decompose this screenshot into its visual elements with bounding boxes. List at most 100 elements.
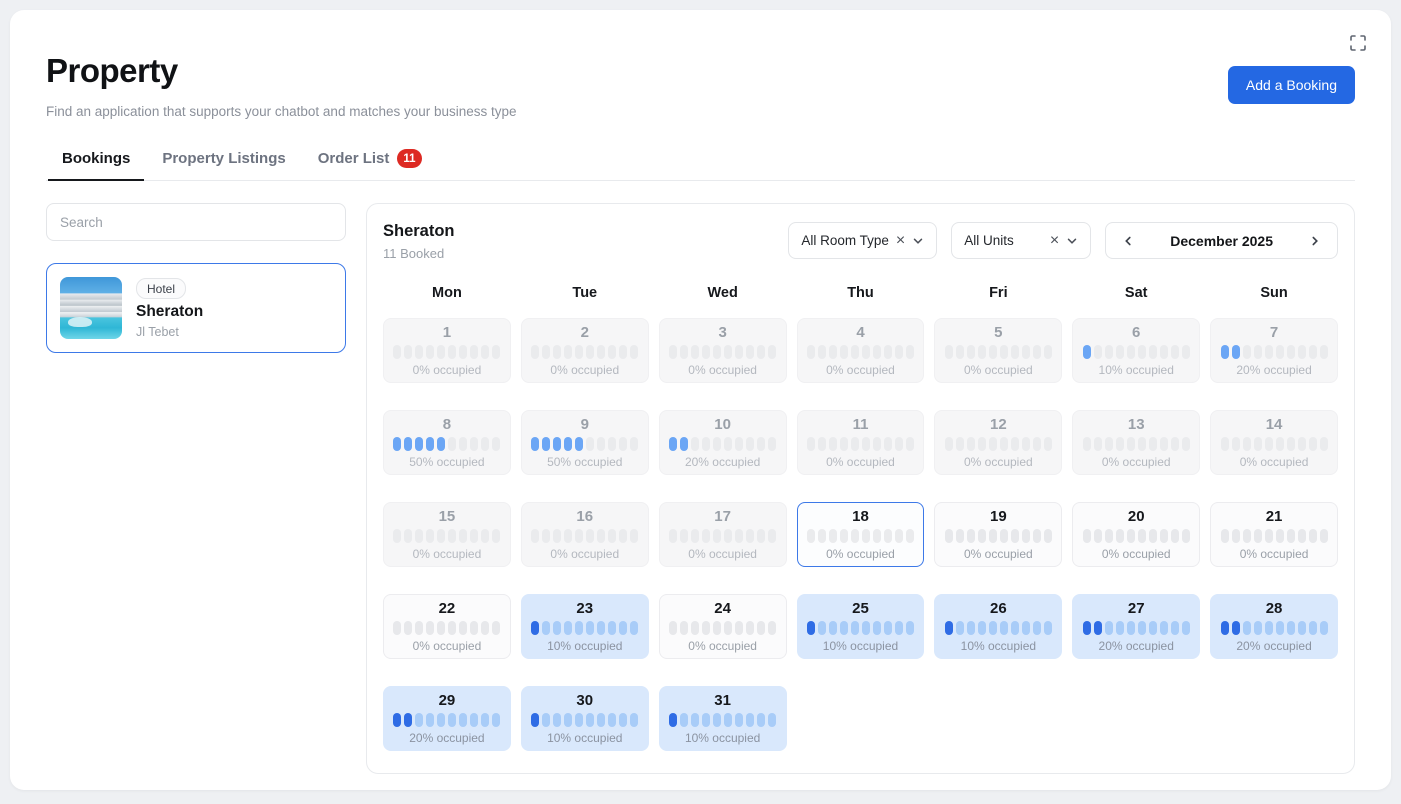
calendar-day-4[interactable]: 4 0% occupied xyxy=(796,318,925,383)
calendar-day-26[interactable]: 26 10% occupied xyxy=(934,594,1063,659)
occupancy-segment xyxy=(1032,345,1041,359)
room-type-filter[interactable]: All Room Type × xyxy=(788,222,938,259)
occupancy-segment xyxy=(669,621,678,635)
calendar-day-29[interactable]: 29 20% occupied xyxy=(383,686,511,751)
occupancy-segment xyxy=(481,713,490,727)
tab-bookings[interactable]: Bookings xyxy=(46,141,146,181)
units-filter-label: All Units xyxy=(964,233,1014,248)
occupancy-segment xyxy=(393,529,402,543)
occupancy-segment xyxy=(597,345,606,359)
occupancy-segment xyxy=(944,345,953,359)
occupancy-segment xyxy=(415,621,424,635)
occupancy-segment xyxy=(1308,345,1317,359)
occupancy-label: 10% occupied xyxy=(684,731,761,745)
fullscreen-icon[interactable] xyxy=(1349,34,1367,52)
occupancy-bar xyxy=(669,713,777,727)
calendar-day-22[interactable]: 22 0% occupied xyxy=(383,594,511,659)
clear-room-type-icon[interactable]: × xyxy=(895,231,906,249)
day-number: 20 xyxy=(1127,508,1145,525)
calendar-day-30[interactable]: 30 10% occupied xyxy=(520,686,649,751)
calendar-day-23[interactable]: 23 10% occupied xyxy=(520,594,649,659)
occupancy-label: 0% occupied xyxy=(963,455,1033,469)
occupancy-bar xyxy=(806,529,914,543)
calendar-day-27[interactable]: 27 20% occupied xyxy=(1072,594,1201,659)
tab-property-listings[interactable]: Property Listings xyxy=(146,141,301,180)
calendar-day-15[interactable]: 15 0% occupied xyxy=(383,502,511,567)
occupancy-segment xyxy=(553,345,562,359)
occupancy-label: 0% occupied xyxy=(688,547,757,561)
calendar-day-31[interactable]: 31 10% occupied xyxy=(658,686,787,751)
calendar-day-14[interactable]: 14 0% occupied xyxy=(1210,410,1338,475)
occupancy-segment xyxy=(955,345,964,359)
calendar-day-2[interactable]: 2 0% occupied xyxy=(520,318,649,383)
weekday-sun: Sun xyxy=(1260,285,1288,301)
calendar-day-21[interactable]: 21 0% occupied xyxy=(1210,502,1338,567)
occupancy-segment xyxy=(470,529,479,543)
occupancy-segment xyxy=(828,345,837,359)
occupancy-segment xyxy=(999,621,1008,635)
property-address: Jl Tebet xyxy=(136,325,179,339)
calendar-day-13[interactable]: 13 0% occupied xyxy=(1072,410,1201,475)
occupancy-segment xyxy=(817,437,826,451)
occupancy-segment xyxy=(735,345,744,359)
occupancy-segment xyxy=(713,437,722,451)
occupancy-segment xyxy=(404,437,413,451)
chevron-down-icon xyxy=(1068,238,1077,244)
occupancy-segment xyxy=(691,345,700,359)
calendar-day-7[interactable]: 7 20% occupied xyxy=(1210,318,1338,383)
calendar-day-18[interactable]: 18 0% occupied xyxy=(796,502,925,567)
calendar-day-20[interactable]: 20 0% occupied xyxy=(1072,502,1201,567)
occupancy-label: 0% occupied xyxy=(412,363,482,377)
occupancy-segment xyxy=(894,437,903,451)
calendar-day-16[interactable]: 16 0% occupied xyxy=(520,502,649,567)
calendar-day-9[interactable]: 9 50% occupied xyxy=(520,410,649,475)
calendar-day-5[interactable]: 5 0% occupied xyxy=(934,318,1063,383)
next-month-button[interactable] xyxy=(1299,231,1331,251)
calendar-day-1[interactable]: 1 0% occupied xyxy=(383,318,511,383)
calendar-day-8[interactable]: 8 50% occupied xyxy=(383,410,511,475)
units-filter[interactable]: All Units × xyxy=(951,222,1092,259)
occupancy-segment xyxy=(966,437,975,451)
calendar-day-11[interactable]: 11 0% occupied xyxy=(796,410,925,475)
occupancy-segment xyxy=(404,713,413,727)
property-card-sheraton[interactable]: Hotel Sheraton Jl Tebet xyxy=(46,263,346,353)
add-booking-button[interactable]: Add a Booking xyxy=(1227,66,1355,104)
day-number: 25 xyxy=(852,600,869,617)
occupancy-segment xyxy=(619,713,628,727)
occupancy-segment xyxy=(1043,621,1052,635)
occupancy-segment xyxy=(977,529,986,543)
calendar-day-28[interactable]: 28 20% occupied xyxy=(1210,594,1338,659)
calendar-day-3[interactable]: 3 0% occupied xyxy=(658,318,787,383)
day-number: 17 xyxy=(714,508,731,525)
calendar-day-12[interactable]: 12 0% occupied xyxy=(934,410,1063,475)
tab-order-list[interactable]: Order List 11 xyxy=(302,141,438,180)
occupancy-segment xyxy=(542,713,551,727)
occupancy-segment xyxy=(1275,345,1284,359)
occupancy-bar xyxy=(531,529,639,543)
weekday-header-row: Mon Tue Wed Thu Fri Sat Sun xyxy=(383,285,1338,301)
occupancy-segment xyxy=(1159,621,1168,635)
occupancy-label: 10% occupied xyxy=(547,639,623,653)
property-name: Sheraton xyxy=(136,303,204,320)
occupancy-bar xyxy=(531,713,639,727)
calendar-day-10[interactable]: 10 20% occupied xyxy=(658,410,787,475)
occupancy-segment xyxy=(850,529,859,543)
prev-month-button[interactable] xyxy=(1112,231,1144,251)
occupancy-segment xyxy=(1043,529,1052,543)
occupancy-segment xyxy=(872,345,881,359)
occupancy-segment xyxy=(1319,437,1328,451)
clear-units-icon[interactable]: × xyxy=(1049,231,1060,249)
occupancy-segment xyxy=(735,529,744,543)
calendar-day-25[interactable]: 25 10% occupied xyxy=(796,594,925,659)
calendar-day-17[interactable]: 17 0% occupied xyxy=(658,502,787,567)
occupancy-segment xyxy=(459,621,468,635)
occupancy-segment xyxy=(1220,437,1229,451)
day-number: 15 xyxy=(438,508,456,525)
occupancy-segment xyxy=(619,345,628,359)
calendar-day-6[interactable]: 6 10% occupied xyxy=(1072,318,1201,383)
calendar-day-24[interactable]: 24 0% occupied xyxy=(658,594,787,659)
occupancy-bar xyxy=(806,345,914,359)
day-number: 7 xyxy=(1269,324,1279,341)
calendar-day-19[interactable]: 19 0% occupied xyxy=(934,502,1063,567)
search-input[interactable] xyxy=(46,203,346,241)
